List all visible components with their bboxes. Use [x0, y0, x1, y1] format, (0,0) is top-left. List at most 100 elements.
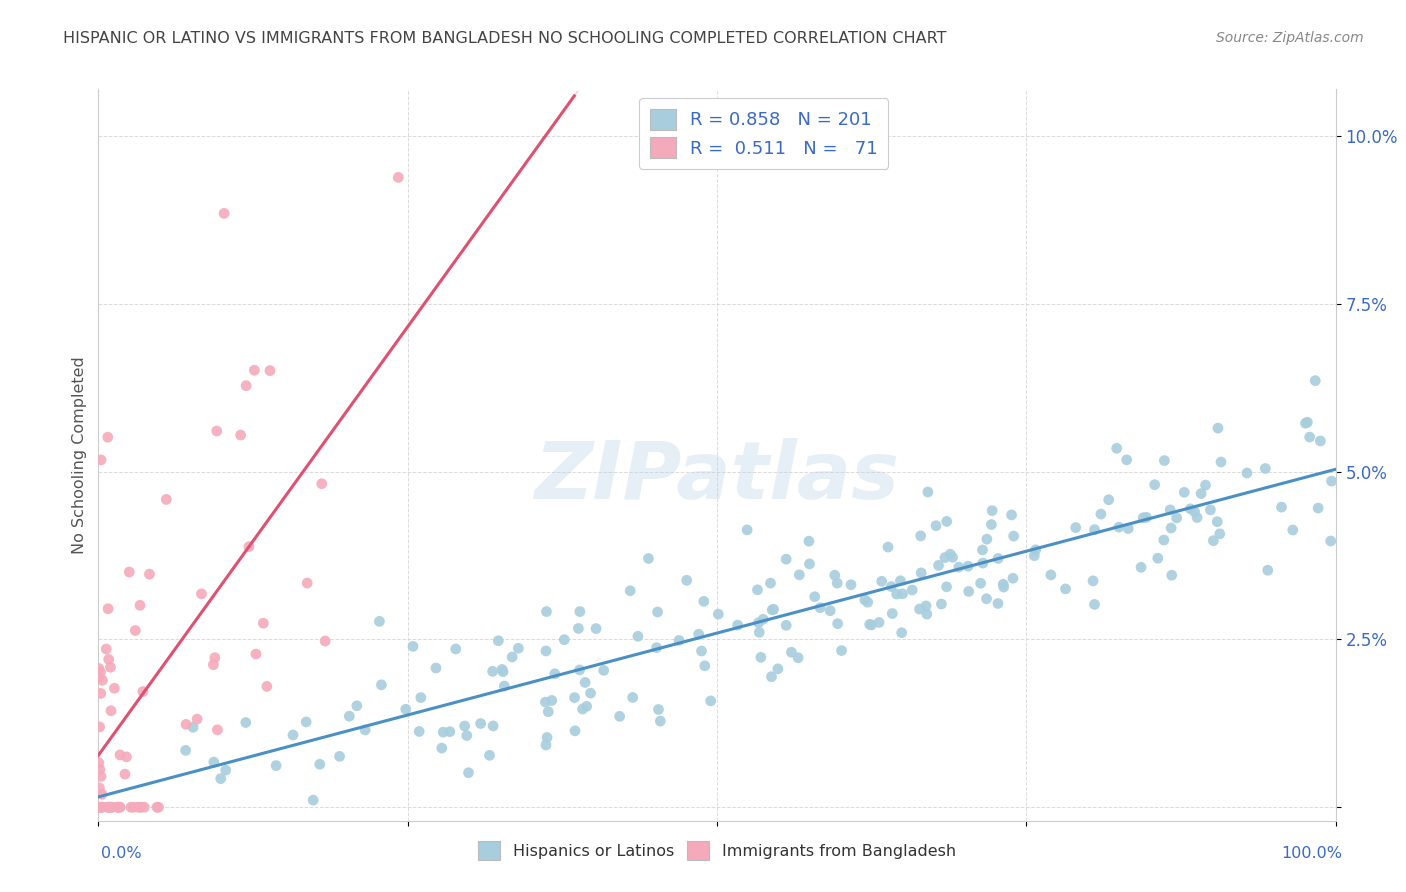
- Point: [129, 800, 152, 814]
- Point: [100, 704, 122, 718]
- Point: [993, 577, 1015, 591]
- Point: [675, 574, 697, 588]
- Point: [107, 800, 129, 814]
- Point: [1308, 501, 1330, 516]
- Point: [212, 206, 235, 220]
- Point: [1295, 416, 1317, 430]
- Point: [544, 666, 567, 681]
- Point: [98, 800, 121, 814]
- Point: [494, 679, 516, 693]
- Point: [122, 800, 145, 814]
- Point: [90, 800, 112, 814]
- Point: [928, 558, 950, 573]
- Point: [1130, 560, 1153, 574]
- Point: [948, 560, 970, 574]
- Point: [387, 170, 409, 185]
- Text: Source: ZipAtlas.com: Source: ZipAtlas.com: [1216, 31, 1364, 45]
- Point: [564, 690, 586, 705]
- Point: [97, 652, 120, 666]
- Point: [645, 640, 668, 655]
- Point: [1309, 434, 1331, 448]
- Point: [98, 800, 121, 814]
- Point: [976, 591, 998, 606]
- Point: [880, 580, 903, 594]
- Point: [308, 757, 330, 772]
- Point: [1296, 415, 1319, 429]
- Point: [748, 625, 770, 640]
- Point: [1160, 521, 1182, 535]
- Point: [97, 430, 120, 444]
- Point: [808, 600, 831, 615]
- Point: [787, 650, 810, 665]
- Point: [1173, 485, 1195, 500]
- Point: [1180, 501, 1202, 516]
- Point: [1184, 505, 1206, 519]
- Point: [775, 618, 797, 632]
- Point: [540, 693, 562, 707]
- Point: [752, 612, 775, 626]
- Point: [727, 618, 749, 632]
- Point: [939, 547, 962, 561]
- Point: [1202, 533, 1225, 548]
- Point: [972, 556, 994, 570]
- Point: [877, 540, 900, 554]
- Point: [579, 686, 602, 700]
- Point: [138, 567, 160, 582]
- Point: [245, 647, 267, 661]
- Point: [89, 800, 111, 814]
- Y-axis label: No Schooling Completed: No Schooling Completed: [72, 356, 87, 554]
- Point: [395, 702, 418, 716]
- Point: [650, 714, 672, 728]
- Point: [856, 595, 879, 609]
- Point: [693, 594, 716, 608]
- Point: [97, 800, 120, 814]
- Point: [204, 650, 226, 665]
- Point: [976, 532, 998, 546]
- Point: [127, 800, 149, 814]
- Point: [314, 634, 336, 648]
- Point: [1254, 461, 1277, 475]
- Point: [90, 686, 112, 700]
- Point: [839, 578, 862, 592]
- Point: [1105, 442, 1128, 456]
- Point: [890, 625, 912, 640]
- Point: [1064, 520, 1087, 534]
- Point: [647, 702, 669, 716]
- Point: [186, 712, 208, 726]
- Point: [295, 576, 318, 591]
- Point: [87, 661, 110, 675]
- Point: [1116, 522, 1139, 536]
- Point: [825, 576, 848, 591]
- Point: [90, 800, 112, 814]
- Point: [430, 741, 453, 756]
- Point: [1257, 563, 1279, 577]
- Point: [87, 756, 110, 770]
- Point: [1270, 500, 1292, 515]
- Point: [735, 523, 758, 537]
- Point: [1189, 486, 1212, 500]
- Point: [925, 518, 948, 533]
- Text: ZIPatlas: ZIPatlas: [534, 438, 900, 516]
- Point: [243, 363, 266, 377]
- Point: [439, 724, 461, 739]
- Point: [987, 597, 1010, 611]
- Point: [115, 750, 138, 764]
- Point: [89, 763, 111, 777]
- Point: [155, 492, 177, 507]
- Point: [124, 624, 146, 638]
- Text: 0.0%: 0.0%: [101, 847, 142, 861]
- Point: [259, 363, 281, 377]
- Point: [824, 568, 846, 582]
- Point: [534, 644, 557, 658]
- Point: [1153, 453, 1175, 467]
- Point: [1199, 503, 1222, 517]
- Point: [129, 599, 152, 613]
- Point: [1153, 533, 1175, 547]
- Point: [831, 643, 853, 657]
- Point: [103, 681, 125, 696]
- Point: [501, 650, 523, 665]
- Point: [409, 690, 432, 705]
- Point: [114, 767, 136, 781]
- Point: [780, 645, 803, 659]
- Point: [941, 550, 963, 565]
